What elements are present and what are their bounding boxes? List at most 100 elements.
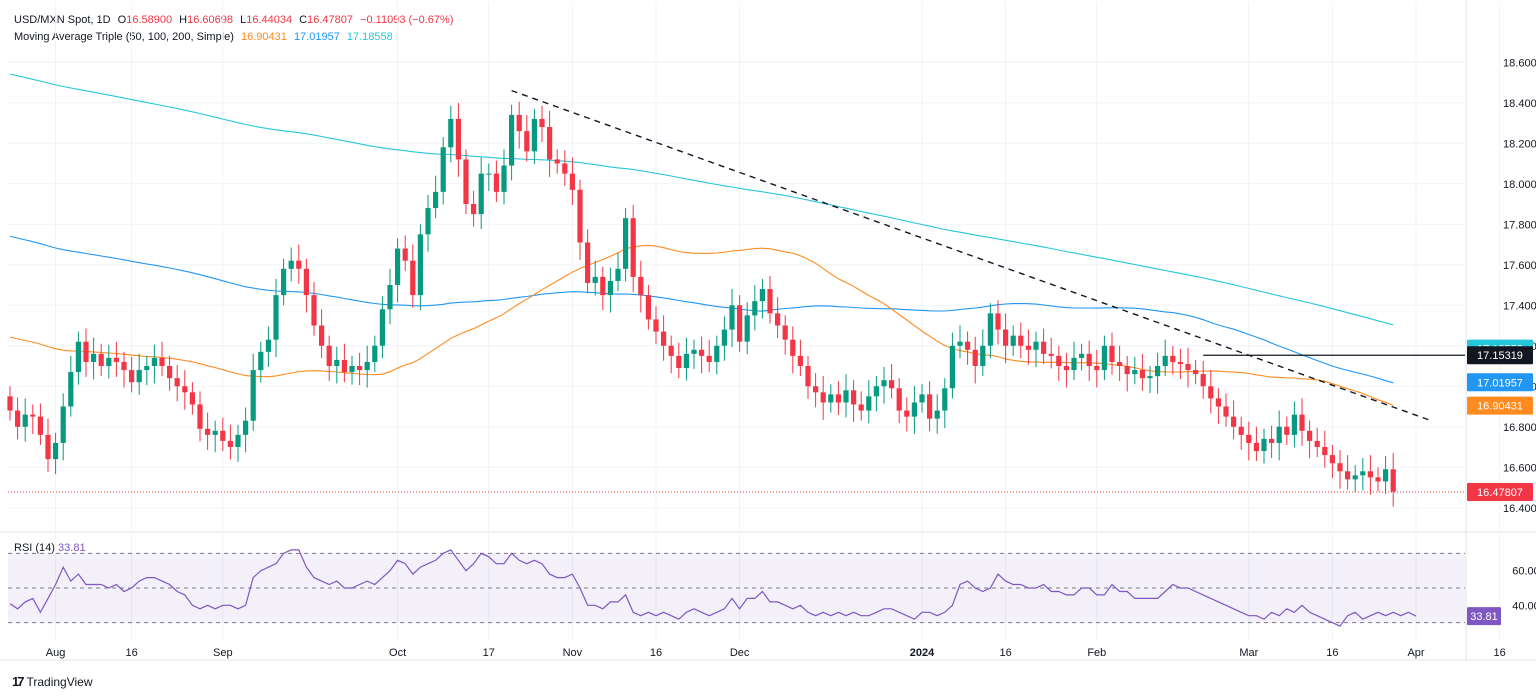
candle-body bbox=[1299, 414, 1305, 431]
candle bbox=[296, 244, 302, 284]
candle-body bbox=[889, 380, 895, 389]
candle-body bbox=[1193, 370, 1199, 375]
candle bbox=[942, 378, 948, 428]
candle bbox=[455, 102, 461, 177]
candle-body bbox=[1177, 361, 1183, 364]
high-label: H bbox=[179, 14, 188, 26]
candle bbox=[60, 393, 66, 461]
price-axis-label-bg bbox=[1467, 373, 1533, 392]
candle-body bbox=[1071, 357, 1077, 371]
ma100-value: 17.01957 bbox=[293, 31, 340, 43]
candle bbox=[303, 258, 309, 313]
time-tick-label: Apr bbox=[1407, 647, 1424, 659]
candle bbox=[182, 370, 188, 410]
candle-body bbox=[858, 404, 864, 411]
candle-body bbox=[843, 390, 849, 403]
candle-body bbox=[98, 353, 104, 366]
candle bbox=[288, 247, 294, 282]
candle bbox=[326, 335, 332, 381]
price-axis-label-text: 17.15319 bbox=[1477, 350, 1523, 362]
candle bbox=[531, 108, 537, 164]
candle bbox=[448, 105, 454, 163]
candle bbox=[1147, 366, 1153, 394]
candle-body bbox=[326, 345, 332, 366]
candle-body bbox=[1185, 363, 1191, 371]
candle-body bbox=[1063, 366, 1069, 371]
candle-body bbox=[357, 366, 363, 371]
candle-body bbox=[265, 339, 271, 352]
candle-body bbox=[873, 386, 879, 397]
candle bbox=[235, 424, 241, 462]
candle bbox=[919, 384, 925, 413]
candle bbox=[683, 337, 689, 381]
candle bbox=[75, 331, 81, 385]
candle bbox=[767, 275, 773, 324]
candle bbox=[691, 339, 697, 369]
candle-body bbox=[448, 118, 454, 148]
candle bbox=[1337, 450, 1343, 489]
candle-body bbox=[296, 260, 302, 269]
candle bbox=[524, 114, 530, 162]
candle-body bbox=[1367, 471, 1373, 478]
time-tick-label: Aug bbox=[46, 647, 66, 659]
candle-body bbox=[927, 394, 933, 419]
ma50-line bbox=[9, 244, 1394, 406]
candle-body bbox=[174, 378, 180, 387]
price-axis-label-bg bbox=[1467, 346, 1533, 365]
price-tick-label: 16.60000 bbox=[1503, 462, 1536, 474]
candle-body bbox=[486, 173, 492, 175]
candle bbox=[1314, 427, 1320, 458]
candle bbox=[805, 355, 811, 399]
candle bbox=[1170, 345, 1176, 375]
candle-body bbox=[379, 309, 385, 346]
candle bbox=[1284, 416, 1290, 445]
candle bbox=[1117, 345, 1123, 381]
candle bbox=[30, 404, 36, 435]
candle bbox=[136, 353, 142, 395]
candle bbox=[607, 267, 613, 313]
candle-body bbox=[144, 366, 150, 371]
time-tick-label: 16 bbox=[999, 647, 1011, 659]
candle-body bbox=[1383, 469, 1389, 482]
candle bbox=[410, 244, 416, 308]
candle-body bbox=[1360, 471, 1366, 476]
candle bbox=[1215, 388, 1221, 424]
candle bbox=[1033, 331, 1039, 368]
candle-body bbox=[699, 349, 705, 356]
candle bbox=[387, 268, 393, 325]
candle-body bbox=[1109, 345, 1115, 362]
candle-body bbox=[1025, 345, 1031, 350]
candle-body bbox=[319, 325, 325, 346]
candle-body bbox=[615, 268, 621, 281]
candle-body bbox=[417, 234, 423, 296]
candle bbox=[873, 376, 879, 412]
candle-body bbox=[1284, 426, 1290, 435]
candle bbox=[311, 281, 317, 336]
candle bbox=[486, 163, 492, 192]
candle-body bbox=[15, 410, 21, 427]
candle bbox=[775, 297, 781, 339]
candle-body bbox=[980, 345, 986, 366]
candle bbox=[1056, 345, 1062, 381]
rsi-tick-label: 40.00 bbox=[1512, 600, 1536, 612]
candle-body bbox=[478, 173, 484, 215]
candle-body bbox=[1322, 447, 1328, 456]
candle-body bbox=[1094, 366, 1100, 371]
candle bbox=[334, 346, 340, 384]
candle bbox=[828, 384, 834, 413]
rsi-header-value: 33.81 bbox=[58, 542, 86, 554]
candle-body bbox=[75, 341, 81, 373]
candle-body bbox=[167, 366, 173, 379]
candle-body bbox=[562, 163, 568, 174]
candle-body bbox=[1170, 355, 1176, 362]
candle bbox=[927, 381, 933, 432]
low-value: 16.44034 bbox=[246, 14, 293, 26]
price-axis-label-bg bbox=[1467, 482, 1533, 501]
candle bbox=[395, 238, 401, 303]
candle-body bbox=[638, 276, 644, 296]
time-tick-label: Sep bbox=[213, 647, 233, 659]
candle bbox=[623, 208, 629, 282]
candle-body bbox=[250, 370, 256, 421]
candle-body bbox=[683, 353, 689, 369]
